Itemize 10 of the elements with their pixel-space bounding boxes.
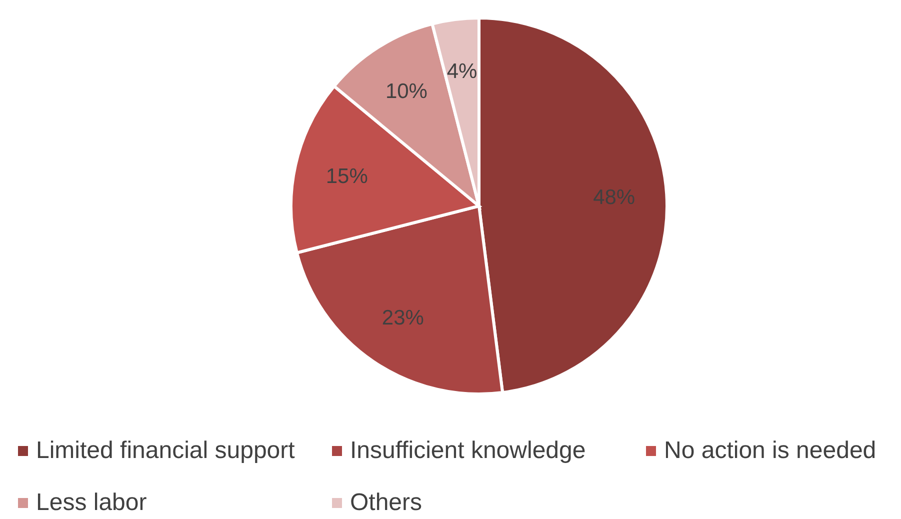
legend-label: Less labor xyxy=(36,488,147,518)
legend-label: Others xyxy=(350,488,422,518)
data-label: 4% xyxy=(446,60,478,84)
legend-label: Limited financial support xyxy=(36,436,295,466)
legend-label: Insufficient knowledge xyxy=(350,436,586,466)
data-label: 23% xyxy=(382,306,424,330)
data-label: 48% xyxy=(593,186,636,209)
data-label: 10% xyxy=(385,80,428,104)
data-label: 15% xyxy=(326,164,368,188)
legend-label: No action is needed xyxy=(664,436,876,466)
